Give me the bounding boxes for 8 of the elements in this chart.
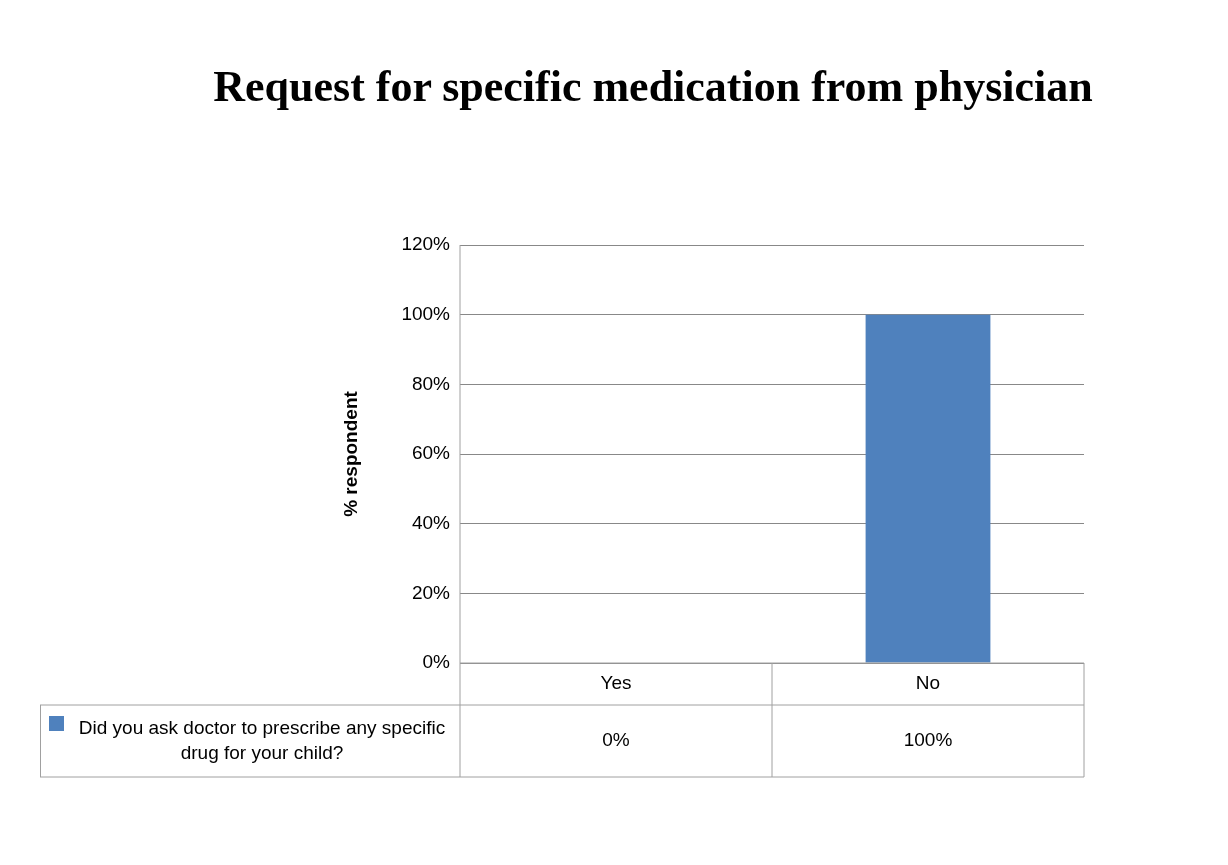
y-tick-label: 20% [411,581,451,603]
chart-title: Request for specific medication from physician [213,62,1093,112]
y-tick-label: 40% [411,511,451,533]
y-tick-label: 60% [411,442,451,464]
y-tick-label: 120% [401,233,451,255]
y-tick-label: 100% [401,302,451,324]
y-axis-title: % respondent [340,390,362,517]
y-tick-label: 80% [411,372,451,394]
